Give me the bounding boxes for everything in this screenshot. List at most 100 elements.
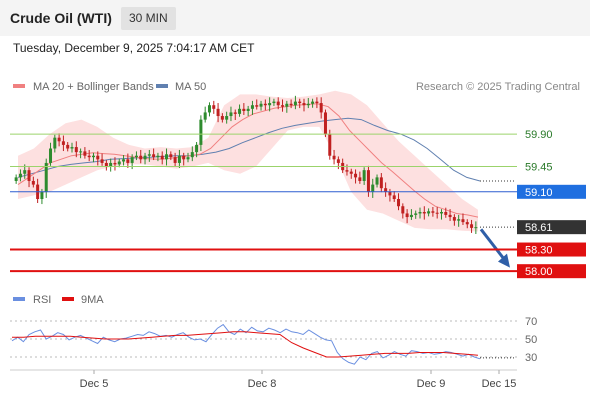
- candle-body: [285, 103, 289, 107]
- candle-body: [31, 180, 35, 185]
- level-label-59.45: 59.45: [525, 162, 553, 174]
- candle-body: [87, 155, 91, 158]
- level-label-58.30: 58.30: [525, 245, 553, 257]
- candle-body: [255, 105, 259, 107]
- last-price-tag: [517, 220, 586, 235]
- x-axis-ticks: Dec 5 Dec 8 Dec 9 Dec 15: [80, 370, 516, 390]
- candle-body: [182, 155, 186, 160]
- level-tag-58.00: [517, 264, 586, 279]
- ma50-legend-label: MA 50: [175, 81, 206, 93]
- candle-body: [371, 184, 375, 192]
- candle-body: [323, 112, 327, 135]
- candle-body: [452, 217, 456, 221]
- candle-body: [203, 112, 207, 120]
- candle-body: [401, 206, 405, 214]
- candle-body: [229, 112, 233, 117]
- candle-body: [470, 224, 474, 228]
- candle-body: [14, 177, 18, 181]
- x-tick-label: Dec 9: [417, 378, 446, 390]
- candle-body: [160, 155, 164, 160]
- candle-body: [139, 155, 143, 160]
- rsi-plot-area: 70 50 30: [10, 316, 537, 365]
- ma50-legend-swatch: [156, 84, 168, 88]
- rsi-tick-50: 50: [525, 334, 537, 346]
- candle-body: [143, 155, 147, 160]
- candle-body: [246, 108, 250, 111]
- x-tick-label: Dec 8: [248, 378, 277, 390]
- level-label-59.90: 59.90: [525, 129, 553, 141]
- candle-body: [18, 173, 22, 178]
- candle-body: [435, 212, 439, 214]
- candle-body: [117, 161, 121, 165]
- candle-body: [457, 219, 461, 221]
- candle-body: [427, 211, 431, 214]
- candle-body: [61, 141, 65, 145]
- candle-body: [57, 137, 61, 142]
- candle-body: [302, 103, 306, 106]
- candle-body: [130, 157, 134, 163]
- candle-body: [319, 103, 323, 113]
- candle-body: [474, 227, 478, 229]
- candle-body: [53, 137, 57, 149]
- candle-body: [152, 154, 156, 158]
- candle-body: [126, 159, 130, 163]
- candle-body: [362, 170, 366, 181]
- candle-body: [293, 101, 297, 106]
- candle-body: [186, 157, 190, 160]
- level-tag-59.10: [517, 184, 586, 199]
- candle-body: [332, 155, 336, 160]
- candle-body: [66, 144, 70, 149]
- candle-body: [44, 162, 48, 192]
- candle-body: [465, 222, 469, 225]
- candle-body: [444, 212, 448, 215]
- bollinger-band: [18, 90, 478, 232]
- candle-body: [122, 159, 126, 162]
- candle-body: [306, 103, 310, 106]
- last-price-label: 58.61: [525, 222, 553, 234]
- candle-body: [366, 170, 370, 192]
- candle-body: [349, 171, 353, 174]
- candle-body: [147, 154, 151, 156]
- candle-body: [414, 213, 418, 215]
- rsi-legend-label: RSI: [33, 294, 51, 306]
- rsi-line: [11, 323, 481, 365]
- candle-body: [268, 103, 272, 106]
- ma20-line: [17, 103, 479, 218]
- ma50-line: [17, 117, 481, 182]
- candle-body: [190, 152, 194, 158]
- candle-body: [281, 105, 285, 107]
- candle-body: [259, 103, 263, 107]
- candle-body: [272, 101, 276, 104]
- ma20-legend-label: MA 20 + Bollinger Bands: [33, 81, 154, 93]
- timeframe-badge[interactable]: 30 MIN: [121, 7, 176, 30]
- candle-body: [156, 155, 160, 158]
- candle-body: [225, 116, 229, 120]
- candle-body: [289, 103, 293, 106]
- candle-body: [439, 212, 443, 214]
- candle-body: [216, 108, 220, 117]
- candle-body: [233, 112, 237, 114]
- candle-body: [134, 155, 138, 158]
- candle-body: [79, 151, 83, 153]
- rsi-ma9-line: [12, 331, 479, 358]
- candle-body: [354, 173, 358, 178]
- candle-body: [422, 212, 426, 214]
- rsi-legend-swatch: [13, 297, 25, 301]
- candle-body: [113, 162, 117, 165]
- candle-body: [91, 155, 95, 158]
- candle-body: [207, 105, 211, 113]
- candle-body: [74, 147, 78, 153]
- candle-body: [100, 159, 104, 163]
- candle-body: [70, 147, 74, 149]
- candle-body: [358, 177, 362, 181]
- candle-body: [379, 177, 383, 189]
- forecast-arrow-head: [498, 253, 510, 268]
- instrument-title: Crude Oil (WTI): [10, 10, 112, 26]
- x-tick-label: Dec 5: [80, 378, 109, 390]
- ma20-legend-swatch: [13, 84, 25, 88]
- copyright-label: Research © 2025 Trading Central: [416, 81, 580, 93]
- candle-body: [276, 101, 280, 106]
- candle-body: [431, 211, 435, 213]
- candle-body: [448, 214, 452, 218]
